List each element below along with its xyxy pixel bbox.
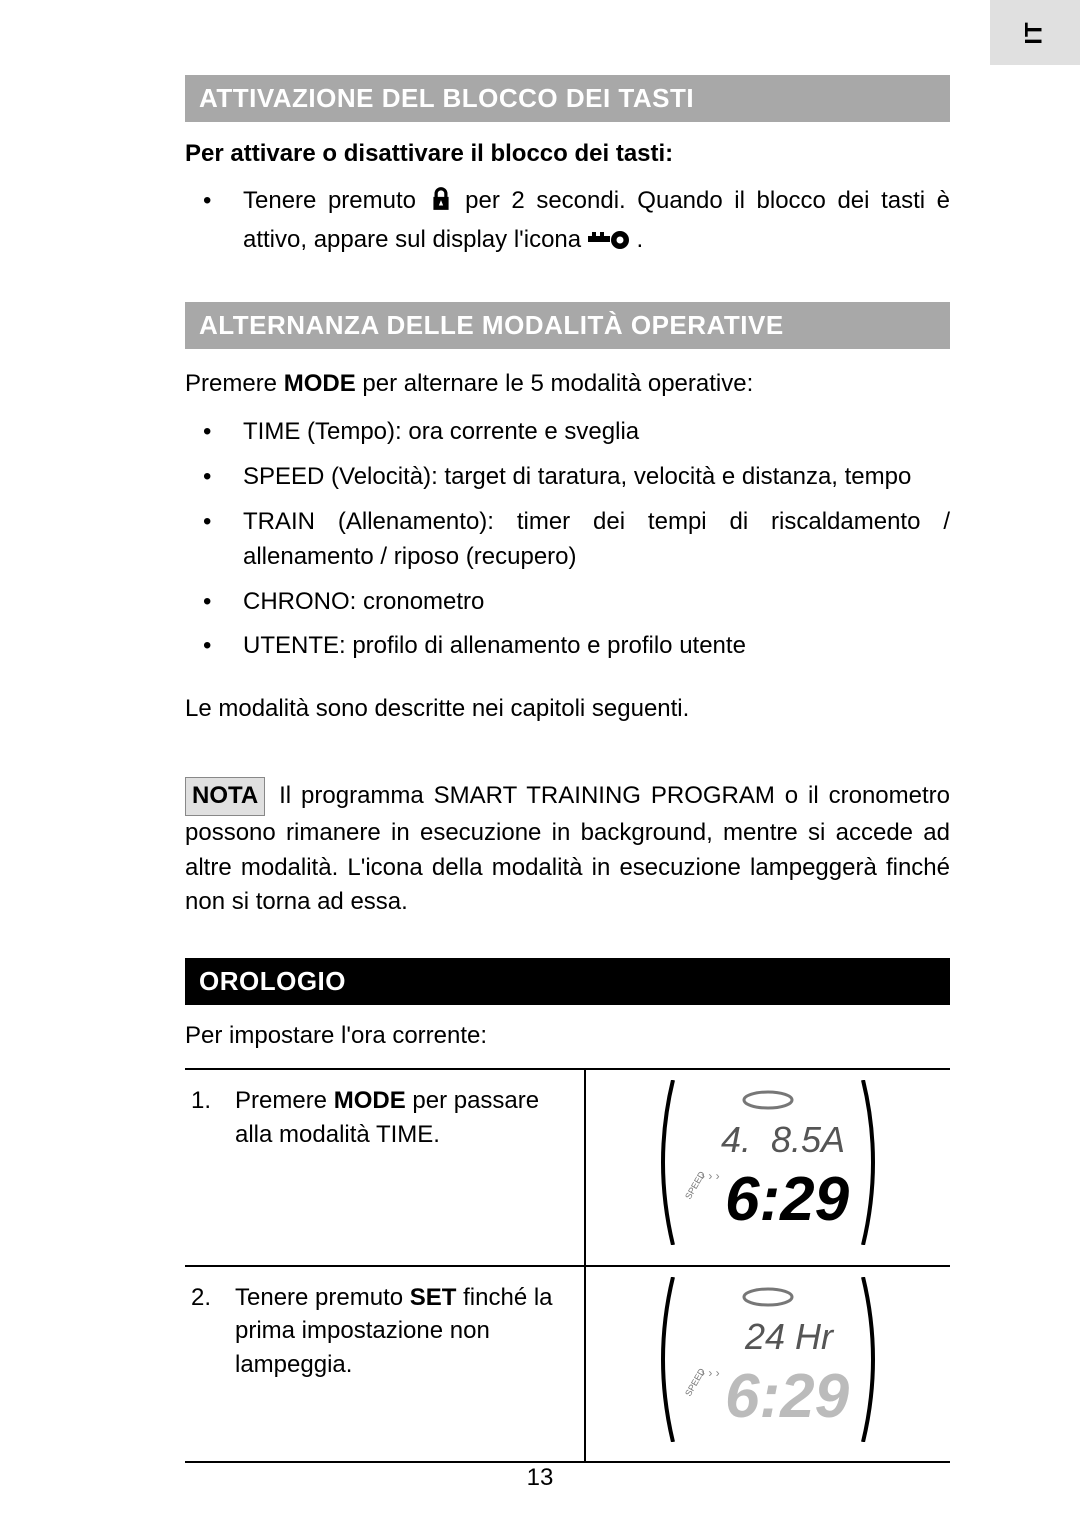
section1-bullet: Tenere premuto per 2 secondi. Quando il … <box>185 184 950 262</box>
svg-text:› › ›: › › › <box>701 1169 720 1183</box>
section2-note: NOTA Il programma SMART TRAINING PROGRAM… <box>185 777 950 920</box>
step-bold: MODE <box>334 1087 406 1114</box>
section3-intro: Per impostare l'ora corrente: <box>185 1019 950 1054</box>
section2-title: ALTERNANZA DELLE MODALITÀ OPERATIVE <box>185 302 950 349</box>
steps-table: 1. Premere MODE per passare alla modalit… <box>185 1068 950 1463</box>
section2-outro: Le modalità sono descritte nei capitoli … <box>185 692 950 727</box>
svg-text:4.: 4. <box>721 1119 751 1160</box>
lock-icon <box>428 186 454 223</box>
list-item: TIME (Tempo): ora corrente e sveglia <box>185 415 950 450</box>
svg-text:6:29: 6:29 <box>725 1165 850 1234</box>
section2-list: TIME (Tempo): ora corrente e sveglia SPE… <box>185 415 950 664</box>
step-image-cell: 4. 8.5A SPEED › › › 6:29 <box>585 1069 950 1266</box>
page-number: 13 <box>0 1464 1080 1492</box>
section2-intro: Premere MODE per alternare le 5 modalità… <box>185 367 950 402</box>
key-icon <box>588 227 630 262</box>
list-item: UTENTE: profilo di allenamento e profilo… <box>185 629 950 664</box>
watch-display: 24 Hr SPEED › › › 6:29 <box>653 1277 883 1452</box>
step-image-cell: 24 Hr SPEED › › › 6:29 <box>585 1266 950 1463</box>
page-content: ATTIVAZIONE DEL BLOCCO DEI TASTI Per att… <box>0 0 1080 1463</box>
step-bold: SET <box>410 1284 457 1311</box>
svg-text:› › ›: › › › <box>701 1366 720 1380</box>
list-item: CHRONO: cronometro <box>185 585 950 620</box>
section1-title: ATTIVAZIONE DEL BLOCCO DEI TASTI <box>185 75 950 122</box>
step-pre: Premere <box>235 1087 334 1114</box>
language-tab-label: IT <box>1021 21 1049 44</box>
bullet-text-post: . <box>636 226 643 253</box>
step-text: Premere MODE per passare alla modalità T… <box>225 1069 585 1266</box>
intro-pre: Premere <box>185 370 284 397</box>
section3-title: OROLOGIO <box>185 958 950 1005</box>
section1-list: Tenere premuto per 2 secondi. Quando il … <box>185 184 950 262</box>
svg-text:6:29: 6:29 <box>725 1362 850 1431</box>
step-number: 2. <box>185 1266 225 1463</box>
step-number: 1. <box>185 1069 225 1266</box>
bullet-text-pre: Tenere premuto <box>243 187 428 214</box>
list-item: TRAIN (Allenamento): timer dei tempi di … <box>185 505 950 575</box>
svg-text:8.5A: 8.5A <box>771 1119 845 1160</box>
intro-post: per alternare le 5 modalità operative: <box>356 370 754 397</box>
svg-text:24 Hr: 24 Hr <box>744 1316 835 1357</box>
intro-bold: MODE <box>284 370 356 397</box>
note-text: Il programma SMART TRAINING PROGRAM o il… <box>185 782 950 915</box>
watch-display: 4. 8.5A SPEED › › › 6:29 <box>653 1080 883 1255</box>
section1-subhead: Per attivare o disattivare il blocco dei… <box>185 140 950 168</box>
language-tab: IT <box>990 0 1080 65</box>
step-text: Tenere premuto SET finché la prima impos… <box>225 1266 585 1463</box>
note-label: NOTA <box>185 777 265 816</box>
table-row: 2. Tenere premuto SET finché la prima im… <box>185 1266 950 1463</box>
step-pre: Tenere premuto <box>235 1284 410 1311</box>
table-row: 1. Premere MODE per passare alla modalit… <box>185 1069 950 1266</box>
list-item: SPEED (Velocità): target di taratura, ve… <box>185 460 950 495</box>
